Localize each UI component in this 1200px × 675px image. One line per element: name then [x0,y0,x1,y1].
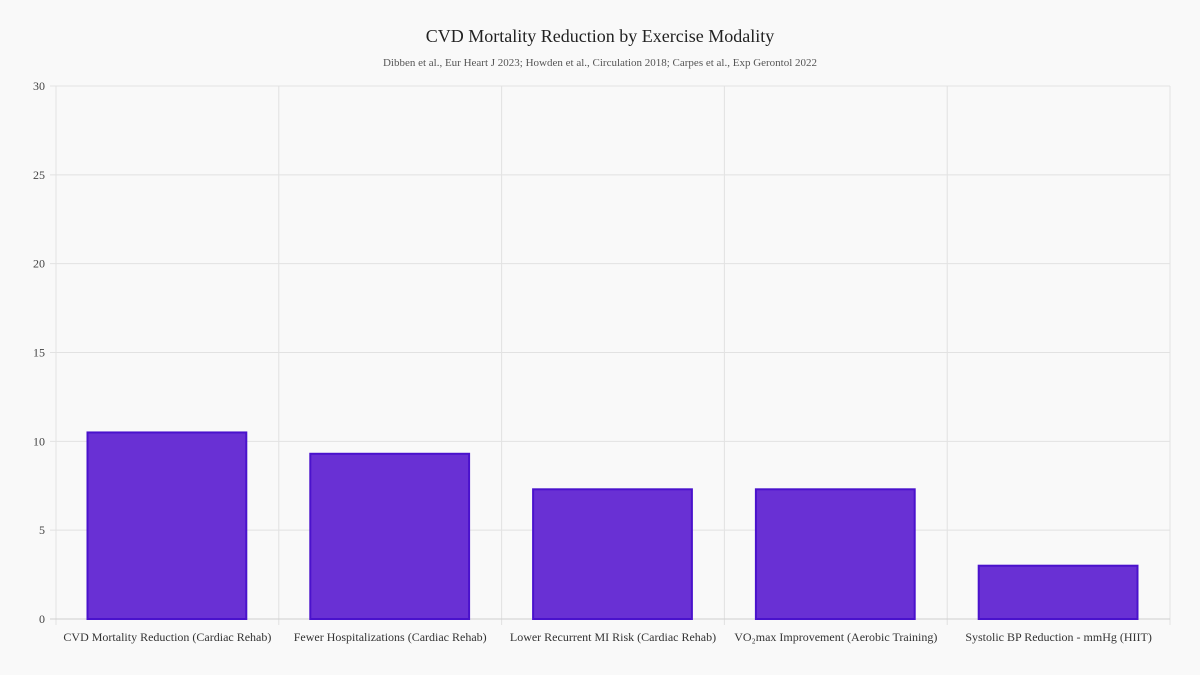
x-tick-label: VO₂max Improvement (Aerobic Training) [734,630,937,644]
y-tick-label: 0 [39,612,45,626]
chart-title: CVD Mortality Reduction by Exercise Moda… [425,26,775,46]
bar [977,564,1139,621]
y-tick-label: 30 [33,79,45,93]
bar [86,431,248,621]
y-tick-label: 5 [39,523,45,537]
bar [754,488,916,621]
x-tick-label: CVD Mortality Reduction (Cardiac Rehab) [63,630,271,644]
chart-subtitle: Dibben et al., Eur Heart J 2023; Howden … [382,57,818,69]
x-tick-label: Systolic BP Reduction - mmHg (HIIT) [965,630,1152,644]
x-tick-label: Lower Recurrent MI Risk (Cardiac Rehab) [510,630,716,644]
y-tick-label: 10 [33,434,45,448]
bar [309,452,471,620]
bar [532,488,693,621]
y-tick-label: 15 [33,346,45,360]
y-tick-label: 25 [33,168,45,182]
y-tick-label: 20 [33,257,45,271]
x-tick-label: Fewer Hospitalizations (Cardiac Rehab) [294,630,487,644]
